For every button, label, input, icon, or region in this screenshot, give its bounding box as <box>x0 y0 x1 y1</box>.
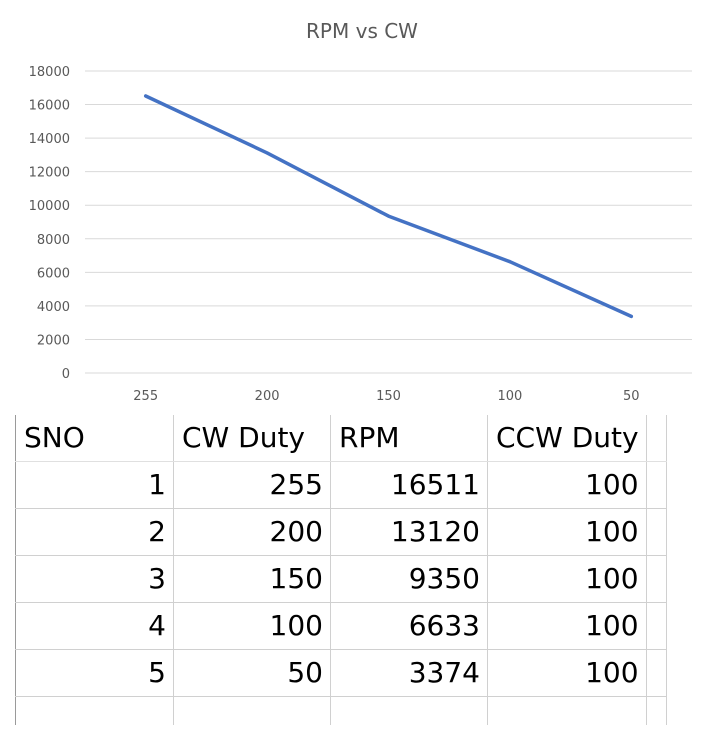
table-cell-cw-duty[interactable]: 255 <box>173 461 331 509</box>
table-cell-ccw-duty[interactable]: 100 <box>487 508 647 556</box>
x-tick-label: 255 <box>133 389 158 404</box>
rpm-line-chart: RPM vs CW 0 2000 4000 6000 8000 10000 12000 140… <box>29 19 692 404</box>
table-cell-ccw-duty[interactable]: 100 <box>487 461 647 509</box>
data-point <box>629 314 633 318</box>
y-tick-label: 10000 <box>29 199 70 214</box>
y-tick-label: 6000 <box>37 266 70 281</box>
table-cell-sno[interactable]: 1 <box>15 461 174 509</box>
y-tick-label: 12000 <box>29 166 70 181</box>
table-cell-ccw-duty[interactable]: 100 <box>487 555 647 603</box>
table-cell-rpm[interactable]: 3374 <box>330 649 488 697</box>
header-ccw-duty[interactable]: CCW Duty <box>487 415 647 462</box>
table-cell-rpm[interactable]: 9350 <box>330 555 488 603</box>
series-line-rpm <box>143 94 634 319</box>
table-cell-empty[interactable] <box>646 649 667 697</box>
table-cell-rpm[interactable]: 16511 <box>330 461 488 509</box>
data-point <box>508 260 512 264</box>
table-cell-sno[interactable]: 5 <box>15 649 174 697</box>
table-row: 4 100 6633 100 <box>15 602 667 650</box>
table-cell-empty[interactable] <box>487 696 647 725</box>
y-tick-label: 0 <box>62 367 70 382</box>
table-cell-cw-duty[interactable]: 200 <box>173 508 331 556</box>
table-cell-empty[interactable] <box>646 602 667 650</box>
chart-title: RPM vs CW <box>306 19 418 43</box>
y-tick-label: 16000 <box>29 99 70 114</box>
table-cell-empty[interactable] <box>330 696 488 725</box>
table-cell-cw-duty[interactable]: 150 <box>173 555 331 603</box>
table-row: 2 200 13120 100 <box>15 508 667 556</box>
table-cell-empty[interactable] <box>646 461 667 509</box>
table-header-row: SNO CW Duty RPM CCW Duty <box>15 415 667 462</box>
data-point <box>144 94 148 98</box>
table-row: 3 150 9350 100 <box>15 555 667 603</box>
table-cell-ccw-duty[interactable]: 100 <box>487 602 647 650</box>
data-point <box>265 151 269 155</box>
table-row-empty <box>15 696 667 725</box>
table-cell-rpm[interactable]: 13120 <box>330 508 488 556</box>
table-row: 5 50 3374 100 <box>15 649 667 697</box>
y-tick-label: 14000 <box>29 132 70 147</box>
data-table: SNO CW Duty RPM CCW Duty 1 255 16511 100… <box>15 415 667 725</box>
x-tick-label: 100 <box>497 389 522 404</box>
table-cell-sno[interactable]: 3 <box>15 555 174 603</box>
header-sno[interactable]: SNO <box>15 415 174 462</box>
table-cell-cw-duty[interactable]: 50 <box>173 649 331 697</box>
x-tick-label: 50 <box>623 389 640 404</box>
table-cell-empty[interactable] <box>646 508 667 556</box>
y-tick-label: 8000 <box>37 233 70 248</box>
data-point <box>387 214 390 218</box>
y-tick-label: 4000 <box>37 300 70 315</box>
header-rpm[interactable]: RPM <box>330 415 488 462</box>
x-tick-label: 150 <box>376 389 401 404</box>
header-cw-duty[interactable]: CW Duty <box>173 415 331 462</box>
table-cell-empty[interactable] <box>15 696 174 725</box>
table-cell-ccw-duty[interactable]: 100 <box>487 649 647 697</box>
table-cell-sno[interactable]: 2 <box>15 508 174 556</box>
table-cell-empty[interactable] <box>646 415 667 462</box>
table-cell-empty[interactable] <box>646 696 667 725</box>
y-tick-label: 18000 <box>29 65 70 80</box>
table-cell-empty[interactable] <box>646 555 667 603</box>
table-cell-sno[interactable]: 4 <box>15 602 174 650</box>
table-row: 1 255 16511 100 <box>15 461 667 509</box>
table-cell-empty[interactable] <box>173 696 331 725</box>
x-tick-label: 200 <box>255 389 280 404</box>
table-cell-cw-duty[interactable]: 100 <box>173 602 331 650</box>
y-tick-label: 2000 <box>37 333 70 348</box>
table-cell-rpm[interactable]: 6633 <box>330 602 488 650</box>
